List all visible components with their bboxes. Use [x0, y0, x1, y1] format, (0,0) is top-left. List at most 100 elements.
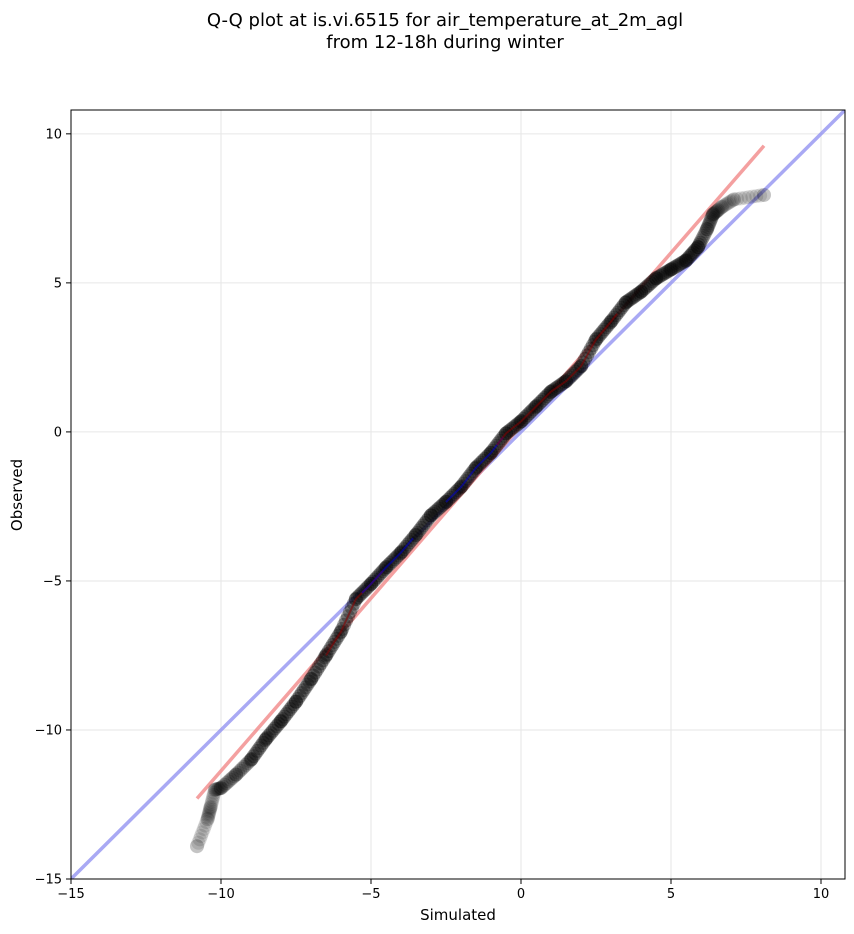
- qq-point: [691, 240, 705, 255]
- qq-point: [727, 192, 741, 207]
- qq-point: [639, 279, 654, 294]
- chart-title-line-2: from 12-18h during winter: [326, 32, 564, 53]
- y-axis-ticks: −15 −10 −5 0 5 10: [35, 127, 71, 888]
- qq-point: [205, 792, 220, 807]
- qq-point: [424, 508, 438, 523]
- inner-trace: [361, 537, 414, 594]
- qq-point: [250, 743, 265, 758]
- qq-point: [190, 839, 204, 854]
- fit-line: [195, 144, 766, 800]
- qq-point: [217, 777, 232, 792]
- qq-point: [714, 200, 729, 215]
- y-tick-label: −15: [35, 873, 62, 888]
- qq-point: [240, 755, 255, 770]
- qq-point: [664, 262, 678, 277]
- qq-point: [254, 738, 269, 753]
- qq-point: [315, 653, 330, 668]
- qq-point: [706, 207, 720, 222]
- qq-point: [283, 702, 298, 717]
- qq-point: [745, 189, 760, 204]
- qq-point: [684, 247, 699, 262]
- qq-point: [202, 805, 217, 820]
- chart-title-line-1: Q-Q plot at is.vi.6515 for air_temperatu…: [207, 10, 683, 31]
- qq-point: [420, 513, 435, 528]
- qq-point: [233, 763, 248, 778]
- qq-point: [314, 656, 329, 671]
- qq-point: [687, 243, 702, 258]
- qq-point: [645, 274, 660, 289]
- qq-point: [236, 759, 251, 774]
- qq-point: [717, 198, 732, 213]
- plot-frame: [70, 109, 846, 880]
- qq-point: [414, 520, 429, 535]
- qq-point: [622, 292, 637, 307]
- qq-point: [304, 672, 318, 687]
- qq-point: [619, 295, 633, 310]
- qq-point: [690, 240, 705, 255]
- qq-point: [306, 668, 321, 683]
- qq-point: [277, 709, 292, 724]
- qq-point: [703, 212, 718, 227]
- qq-point: [209, 782, 224, 797]
- y-tick-label: 5: [54, 276, 62, 291]
- qq-point: [238, 757, 253, 772]
- qq-point: [757, 187, 771, 202]
- qq-point: [300, 677, 315, 692]
- qq-point: [211, 781, 226, 796]
- qq-point: [201, 807, 216, 822]
- qq-point: [317, 650, 332, 665]
- qq-point: [201, 808, 216, 823]
- qq-point: [312, 659, 327, 674]
- qq-point: [651, 269, 666, 284]
- qq-point: [285, 699, 300, 714]
- qq-point: [726, 192, 741, 207]
- qq-point: [704, 210, 719, 225]
- qq-point: [308, 665, 323, 680]
- qq-point: [265, 723, 280, 738]
- x-axis-ticks: −15 −10 −5 0 5 10: [57, 879, 829, 902]
- qq-point: [700, 222, 714, 237]
- qq-point: [214, 781, 228, 796]
- qq-point: [267, 721, 282, 736]
- x-tick-label: 0: [517, 887, 525, 902]
- qq-point: [310, 662, 325, 677]
- qq-point: [674, 256, 689, 271]
- qq-point: [203, 800, 218, 815]
- qq-point: [288, 694, 303, 709]
- qq-point: [649, 271, 663, 286]
- qq-point: [304, 671, 319, 686]
- qq-point: [196, 821, 211, 836]
- qq-point: [248, 746, 263, 761]
- qq-point: [693, 235, 708, 250]
- qq-point: [273, 714, 288, 729]
- qq-point: [418, 515, 433, 530]
- inner-trace: [445, 436, 504, 503]
- identity-line-layer: [71, 110, 845, 879]
- qq-point: [231, 765, 246, 780]
- qq-point: [698, 224, 713, 239]
- qq-point: [431, 501, 446, 516]
- qq-point: [737, 190, 752, 205]
- qq-point: [757, 187, 771, 202]
- qq-point: [709, 204, 724, 219]
- qq-point: [206, 787, 221, 802]
- qq-point: [705, 208, 720, 223]
- qq-point: [271, 716, 286, 731]
- qq-point: [679, 253, 693, 268]
- x-tick-label: −5: [361, 887, 380, 902]
- qq-point: [298, 680, 313, 695]
- qq-point: [203, 801, 218, 816]
- qq-point: [302, 674, 317, 689]
- qq-point: [701, 218, 716, 233]
- qq-point: [296, 683, 311, 698]
- qq-point: [730, 191, 745, 206]
- qq-point: [653, 268, 668, 283]
- qq-point: [624, 291, 639, 306]
- qq-point: [723, 194, 738, 209]
- qq-point: [618, 295, 633, 310]
- x-tick-label: −15: [57, 887, 84, 902]
- qq-point: [294, 686, 309, 701]
- qq-point: [206, 790, 221, 805]
- qq-point: [630, 287, 645, 302]
